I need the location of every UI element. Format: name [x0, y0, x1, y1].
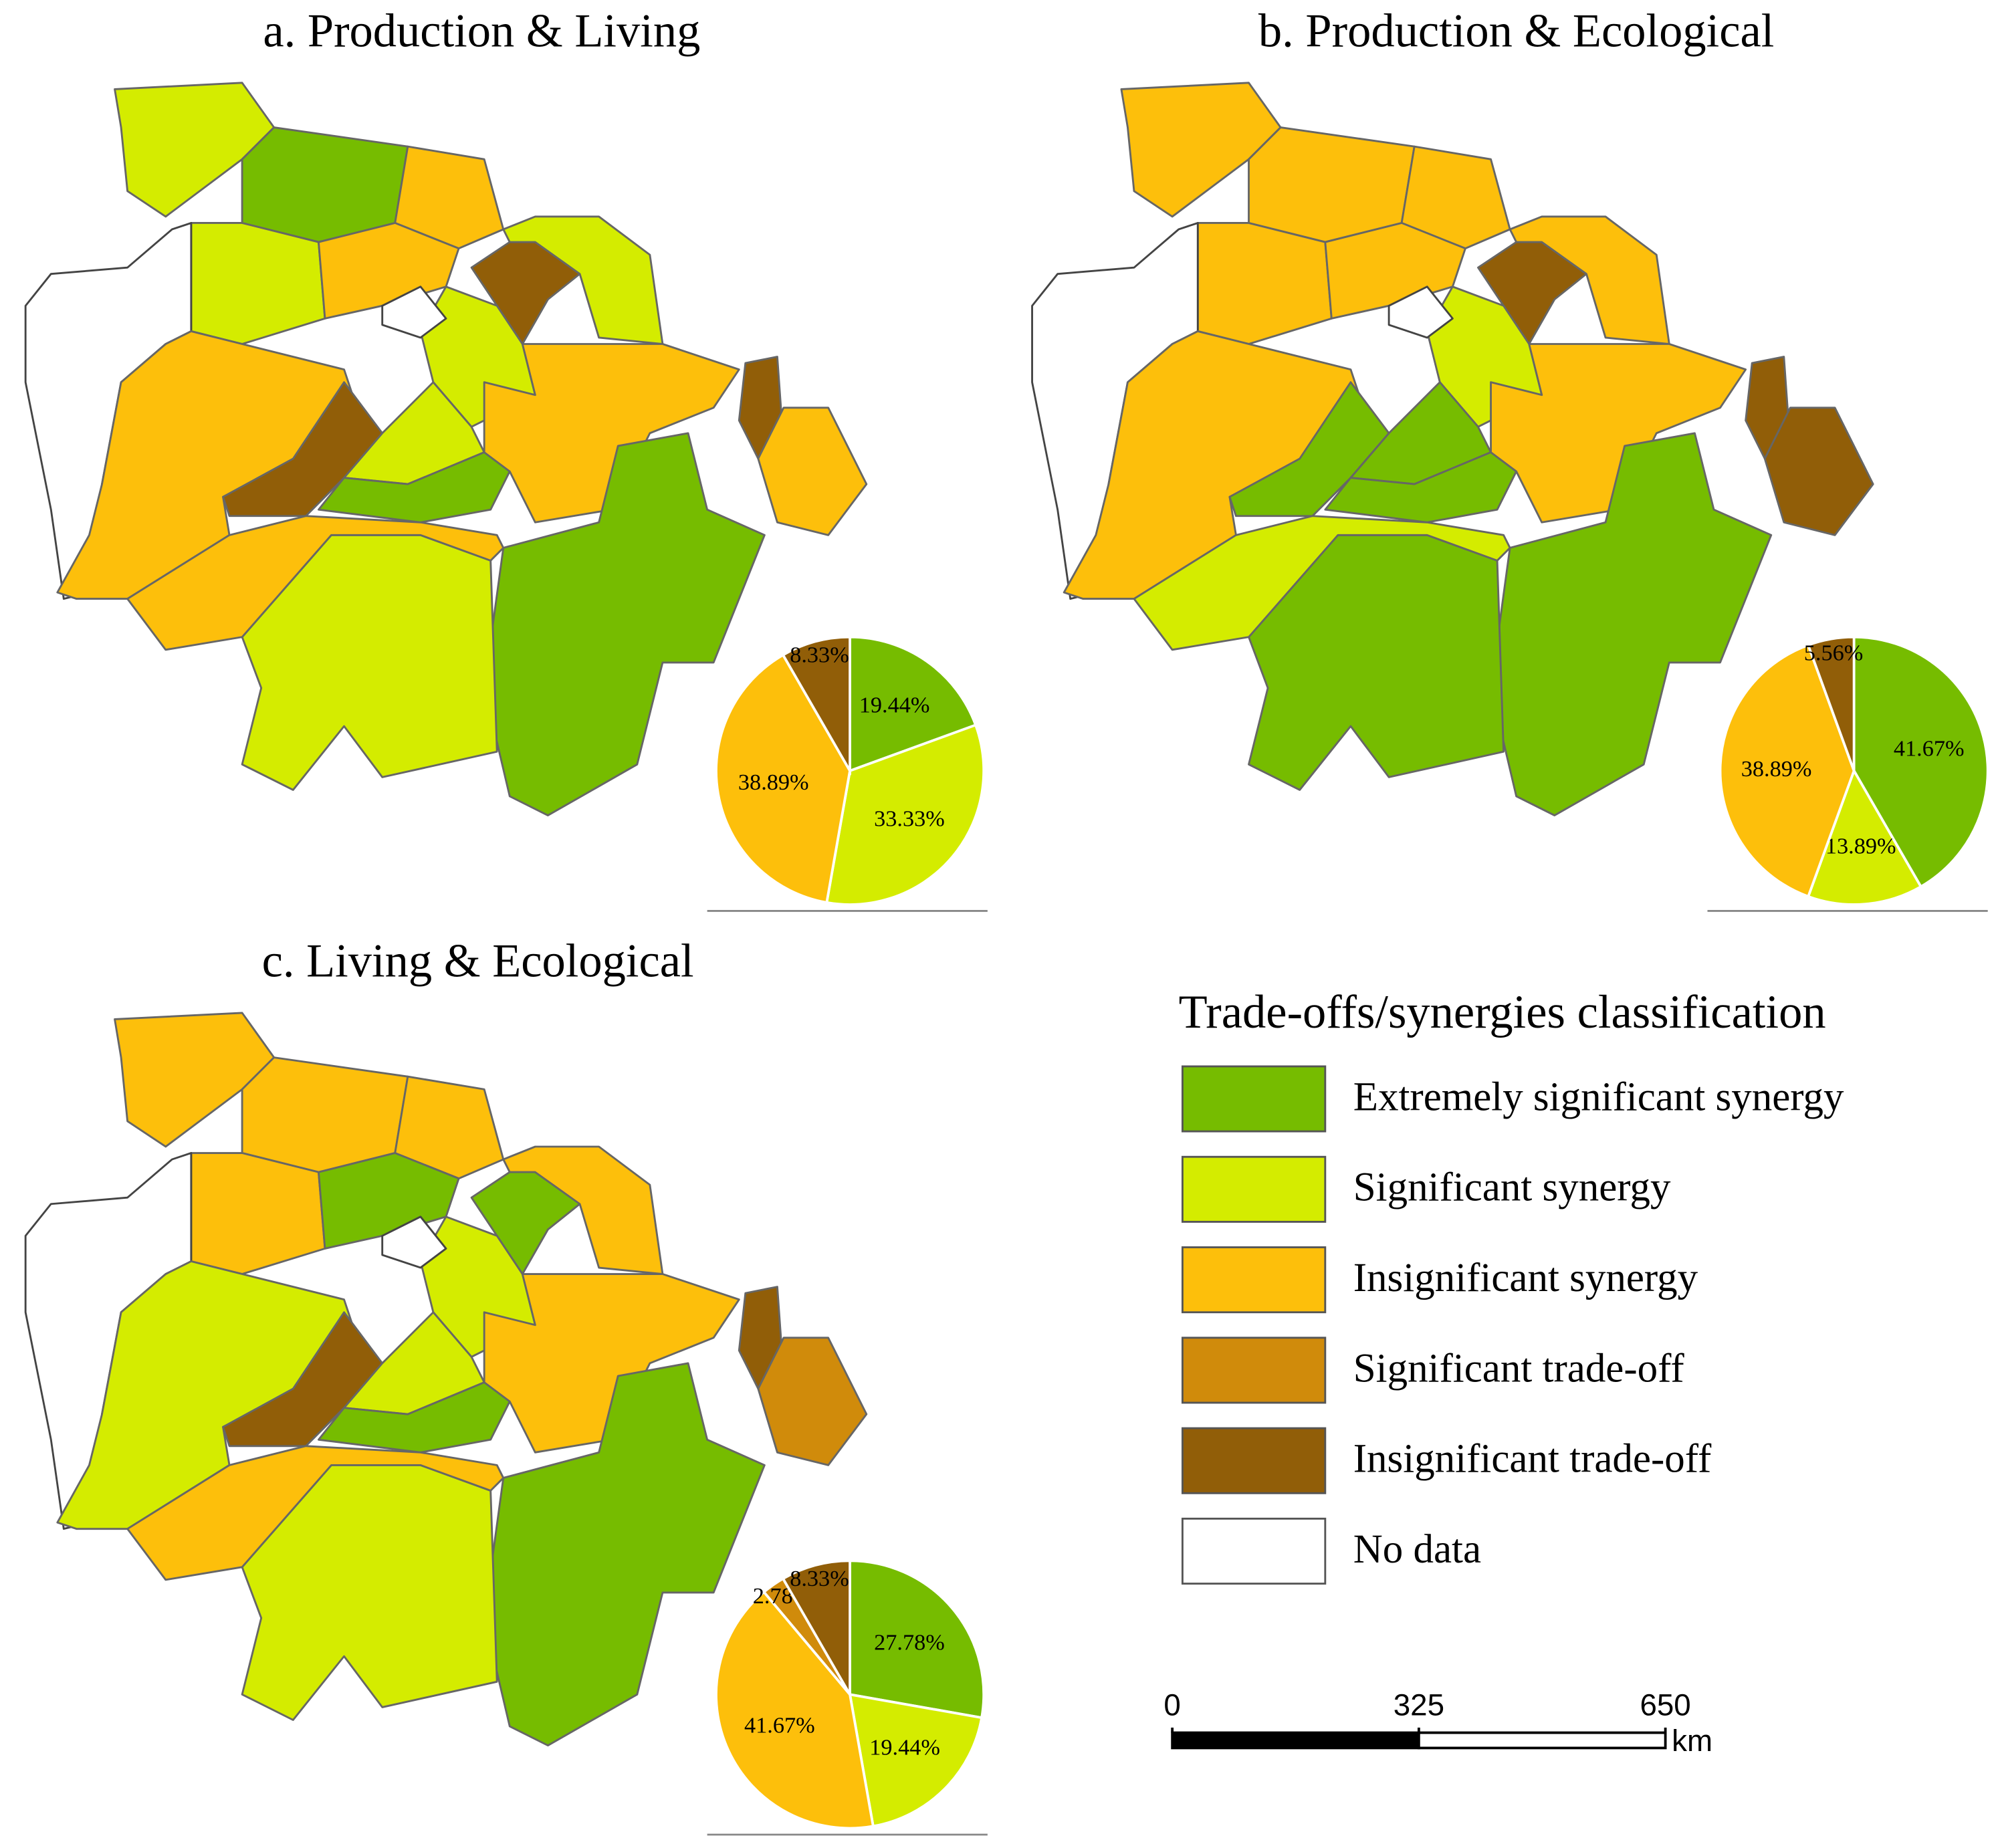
legend-label: Insignificant trade-off: [1353, 1437, 1712, 1482]
map-region: [241, 1056, 409, 1173]
pie-slice: [825, 723, 986, 906]
pie-slice: [1852, 635, 1989, 889]
legend-title: Trade-offs/synergies classification: [1179, 986, 1826, 1038]
scale-segment: [1171, 1731, 1420, 1750]
pie-slice: [848, 1693, 984, 1828]
maps: [24, 82, 1874, 1747]
scale-tick-label: 325: [1394, 1688, 1444, 1722]
scale-unit: km: [1672, 1724, 1712, 1758]
map-region: [381, 1216, 447, 1269]
map-region: [126, 515, 505, 651]
map-region: [1763, 407, 1874, 536]
pie-slice: [781, 1559, 851, 1700]
legend-label: Significant trade-off: [1353, 1346, 1685, 1391]
legend-label: Significant synergy: [1353, 1165, 1671, 1210]
pie-label: 19.44%: [859, 693, 930, 718]
legend-swatch: [1181, 1337, 1327, 1404]
panel-title: b. Production & Ecological: [1258, 5, 1774, 57]
map-region: [114, 1012, 275, 1148]
map-region: [1196, 222, 1333, 345]
panel-title: a. Production & Living: [263, 5, 700, 57]
legend-swatch: [1181, 1246, 1327, 1314]
map-region: [1133, 515, 1511, 651]
pie-slice: [849, 1559, 986, 1720]
legend-swatch: [1181, 1427, 1327, 1494]
map-region: [381, 285, 447, 339]
scale-segment: [1417, 1731, 1667, 1750]
pie-label: 8.33%: [790, 1566, 849, 1591]
map-region: [114, 82, 275, 218]
map-region: [394, 145, 505, 250]
map-region: [241, 126, 409, 243]
map-region: [502, 1145, 664, 1275]
legend-label: No data: [1353, 1527, 1481, 1572]
legend-label: Insignificant synergy: [1353, 1256, 1698, 1300]
pie-label: 33.33%: [874, 806, 945, 831]
map-region: [483, 343, 740, 524]
map-region: [1400, 145, 1511, 250]
pie-label: 19.44%: [869, 1734, 940, 1760]
legend-swatch: [1181, 1155, 1327, 1223]
map-region: [1490, 343, 1747, 524]
pie-label: 13.89%: [1825, 833, 1896, 858]
legend-swatch: [1181, 1065, 1327, 1133]
pie-slice: [1718, 643, 1856, 899]
legend-label: Extremely significant synergy: [1353, 1074, 1844, 1119]
legend-swatch: [1181, 1517, 1327, 1585]
pie-label: 5.56%: [1804, 640, 1864, 665]
map-region: [1388, 285, 1454, 339]
map-region: [126, 1445, 505, 1581]
pie-label: 41.67%: [744, 1712, 815, 1738]
pie-label: 41.67%: [1894, 736, 1965, 762]
panel-title: c. Living & Ecological: [262, 935, 694, 988]
map-region: [190, 222, 326, 345]
pie-label: 27.78%: [874, 1630, 945, 1655]
pie-slice: [781, 635, 851, 776]
pie-slice: [1806, 635, 1856, 772]
pie-slice: [715, 653, 852, 905]
map-region: [502, 215, 664, 345]
map-region: [1120, 82, 1282, 218]
scale-tick-label: 650: [1640, 1688, 1690, 1722]
scale-tick-label: 0: [1163, 1688, 1180, 1722]
pie-label: 38.89%: [738, 770, 809, 795]
map-region: [757, 407, 868, 536]
pie-slice: [715, 1590, 875, 1830]
map-region: [1248, 126, 1416, 243]
map-region: [483, 1273, 740, 1454]
pie-label: 8.33%: [790, 643, 849, 668]
pie-slice: [849, 635, 978, 773]
map-region: [1509, 215, 1670, 345]
map-region: [190, 1152, 326, 1275]
map-region: [394, 1075, 505, 1180]
pie-slice: [1806, 768, 1923, 906]
map-region: [757, 1337, 868, 1466]
pie-label: 38.89%: [1741, 756, 1812, 782]
